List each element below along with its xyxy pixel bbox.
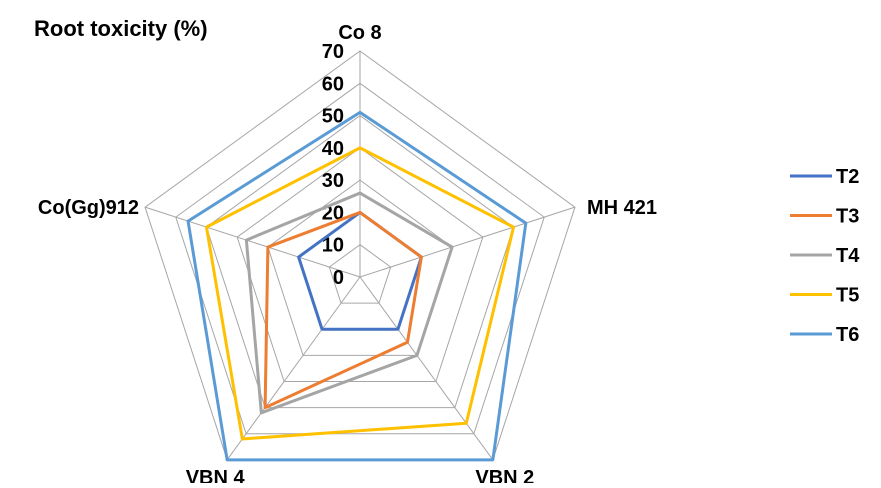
category-label: VBN 4 <box>186 467 246 483</box>
grid-ring <box>328 244 392 304</box>
legend-label: T4 <box>836 245 860 267</box>
category-label: Co 8 <box>338 22 381 44</box>
radial-tick-label: 60 <box>322 73 344 95</box>
series-line-T4 <box>244 191 454 415</box>
grid-ring <box>267 179 453 356</box>
series-line-T5 <box>204 146 516 441</box>
series-line-T3 <box>263 210 423 410</box>
grid-ring <box>236 147 484 382</box>
category-label: Co(Gg)912 <box>38 197 139 219</box>
grid-ring <box>175 82 545 435</box>
grid-spoke <box>144 206 361 278</box>
legend-label: T2 <box>836 166 859 188</box>
radial-tick-label: 70 <box>322 41 344 63</box>
series-line-T6 <box>186 110 528 462</box>
grid-spoke <box>359 276 494 461</box>
radial-tick-label: 30 <box>322 170 344 192</box>
chart-title: Root toxicity (%) <box>34 16 208 41</box>
category-label: VBN 2 <box>475 467 534 483</box>
grid-spoke <box>359 206 576 278</box>
radial-tick-label: 10 <box>322 235 344 257</box>
category-label: MH 421 <box>587 197 657 219</box>
radial-tick-label: 50 <box>322 106 344 128</box>
radial-tick-label: 0 <box>333 267 344 289</box>
legend-label: T3 <box>836 206 859 228</box>
grid-spoke <box>226 276 361 461</box>
grid-ring <box>205 114 515 409</box>
legend-label: T5 <box>836 285 859 307</box>
legend-label: T6 <box>836 324 859 346</box>
radial-tick-label: 40 <box>322 138 344 160</box>
